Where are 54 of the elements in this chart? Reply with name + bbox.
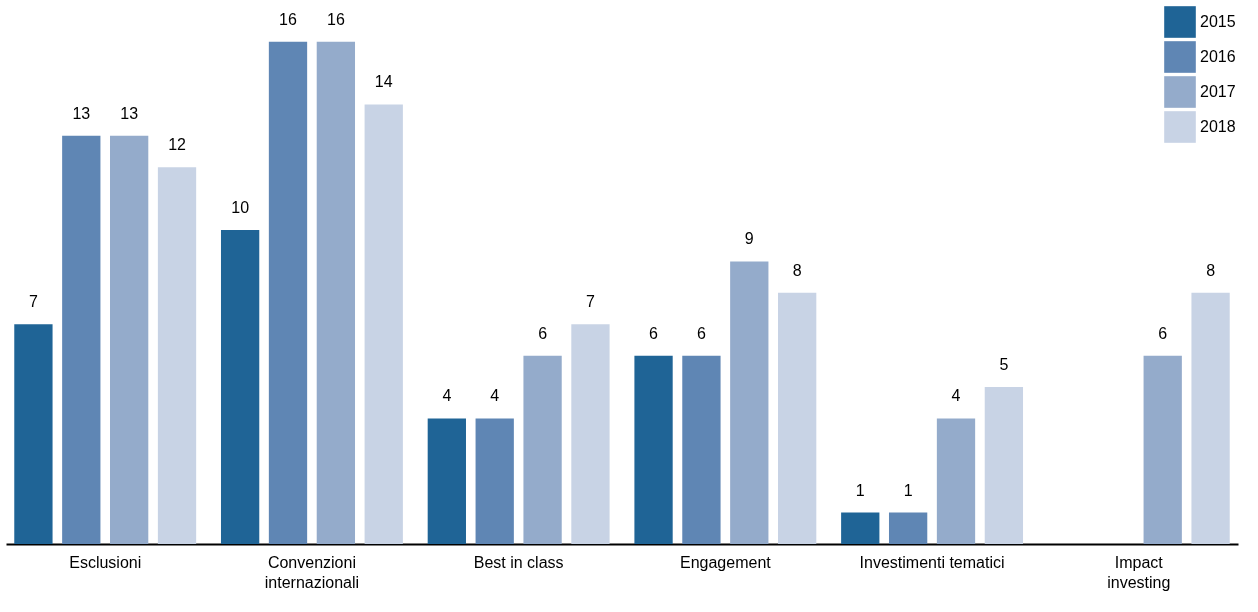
- data-label: 14: [374, 73, 393, 91]
- data-label: 13: [72, 104, 91, 122]
- x-tick-label: Engagement: [679, 553, 772, 571]
- bar: [364, 104, 403, 544]
- data-label: 10: [231, 199, 250, 217]
- bar: [110, 135, 149, 544]
- data-label: 6: [1158, 324, 1168, 342]
- data-label: 4: [490, 387, 500, 405]
- x-tick-label: Esclusioni: [69, 553, 142, 571]
- bar: [157, 167, 197, 544]
- legend-label: 2018: [1200, 118, 1236, 135]
- bar: [984, 387, 1024, 544]
- bar: [730, 261, 769, 544]
- data-label: 12: [168, 136, 187, 154]
- data-label: 6: [649, 324, 659, 342]
- data-label: 9: [744, 230, 754, 248]
- bar: [682, 355, 721, 544]
- bar: [571, 324, 610, 544]
- bar: [841, 512, 880, 544]
- bar: [1143, 355, 1182, 544]
- bar: [475, 418, 514, 544]
- data-label: 1: [855, 481, 865, 499]
- bar: [523, 355, 562, 544]
- bar: [1191, 292, 1230, 544]
- data-label: 8: [792, 261, 802, 279]
- data-label: 1: [903, 481, 913, 499]
- bar: [268, 41, 308, 544]
- bar: [427, 418, 466, 544]
- x-tick-label: Convenzioni internazionali: [264, 553, 360, 591]
- legend-label: 2017: [1200, 83, 1236, 100]
- data-label: 6: [538, 324, 548, 342]
- legend-label: 2015: [1200, 13, 1236, 30]
- bar: [220, 230, 260, 544]
- data-label: 16: [326, 10, 345, 28]
- x-tick-label: Best in class: [473, 553, 564, 571]
- bar: [778, 292, 817, 544]
- data-label: 7: [586, 293, 595, 311]
- data-label: 8: [1206, 261, 1216, 279]
- data-label: 4: [442, 387, 452, 405]
- data-label: 7: [28, 293, 38, 311]
- bar: [14, 324, 53, 544]
- data-label: 6: [696, 324, 706, 342]
- data-label: 5: [999, 356, 1009, 374]
- data-label: 4: [951, 387, 961, 405]
- data-label: 16: [279, 10, 297, 28]
- x-tick-label: Investimenti tematici: [859, 553, 1005, 571]
- x-tick-label: Impact investing: [1107, 553, 1171, 591]
- bar: [888, 512, 928, 544]
- bar: [316, 41, 356, 544]
- bar: [936, 418, 976, 544]
- legend-label: 2016: [1200, 48, 1236, 65]
- bar: [62, 135, 101, 544]
- data-label: 13: [120, 104, 139, 122]
- bar: [634, 355, 673, 544]
